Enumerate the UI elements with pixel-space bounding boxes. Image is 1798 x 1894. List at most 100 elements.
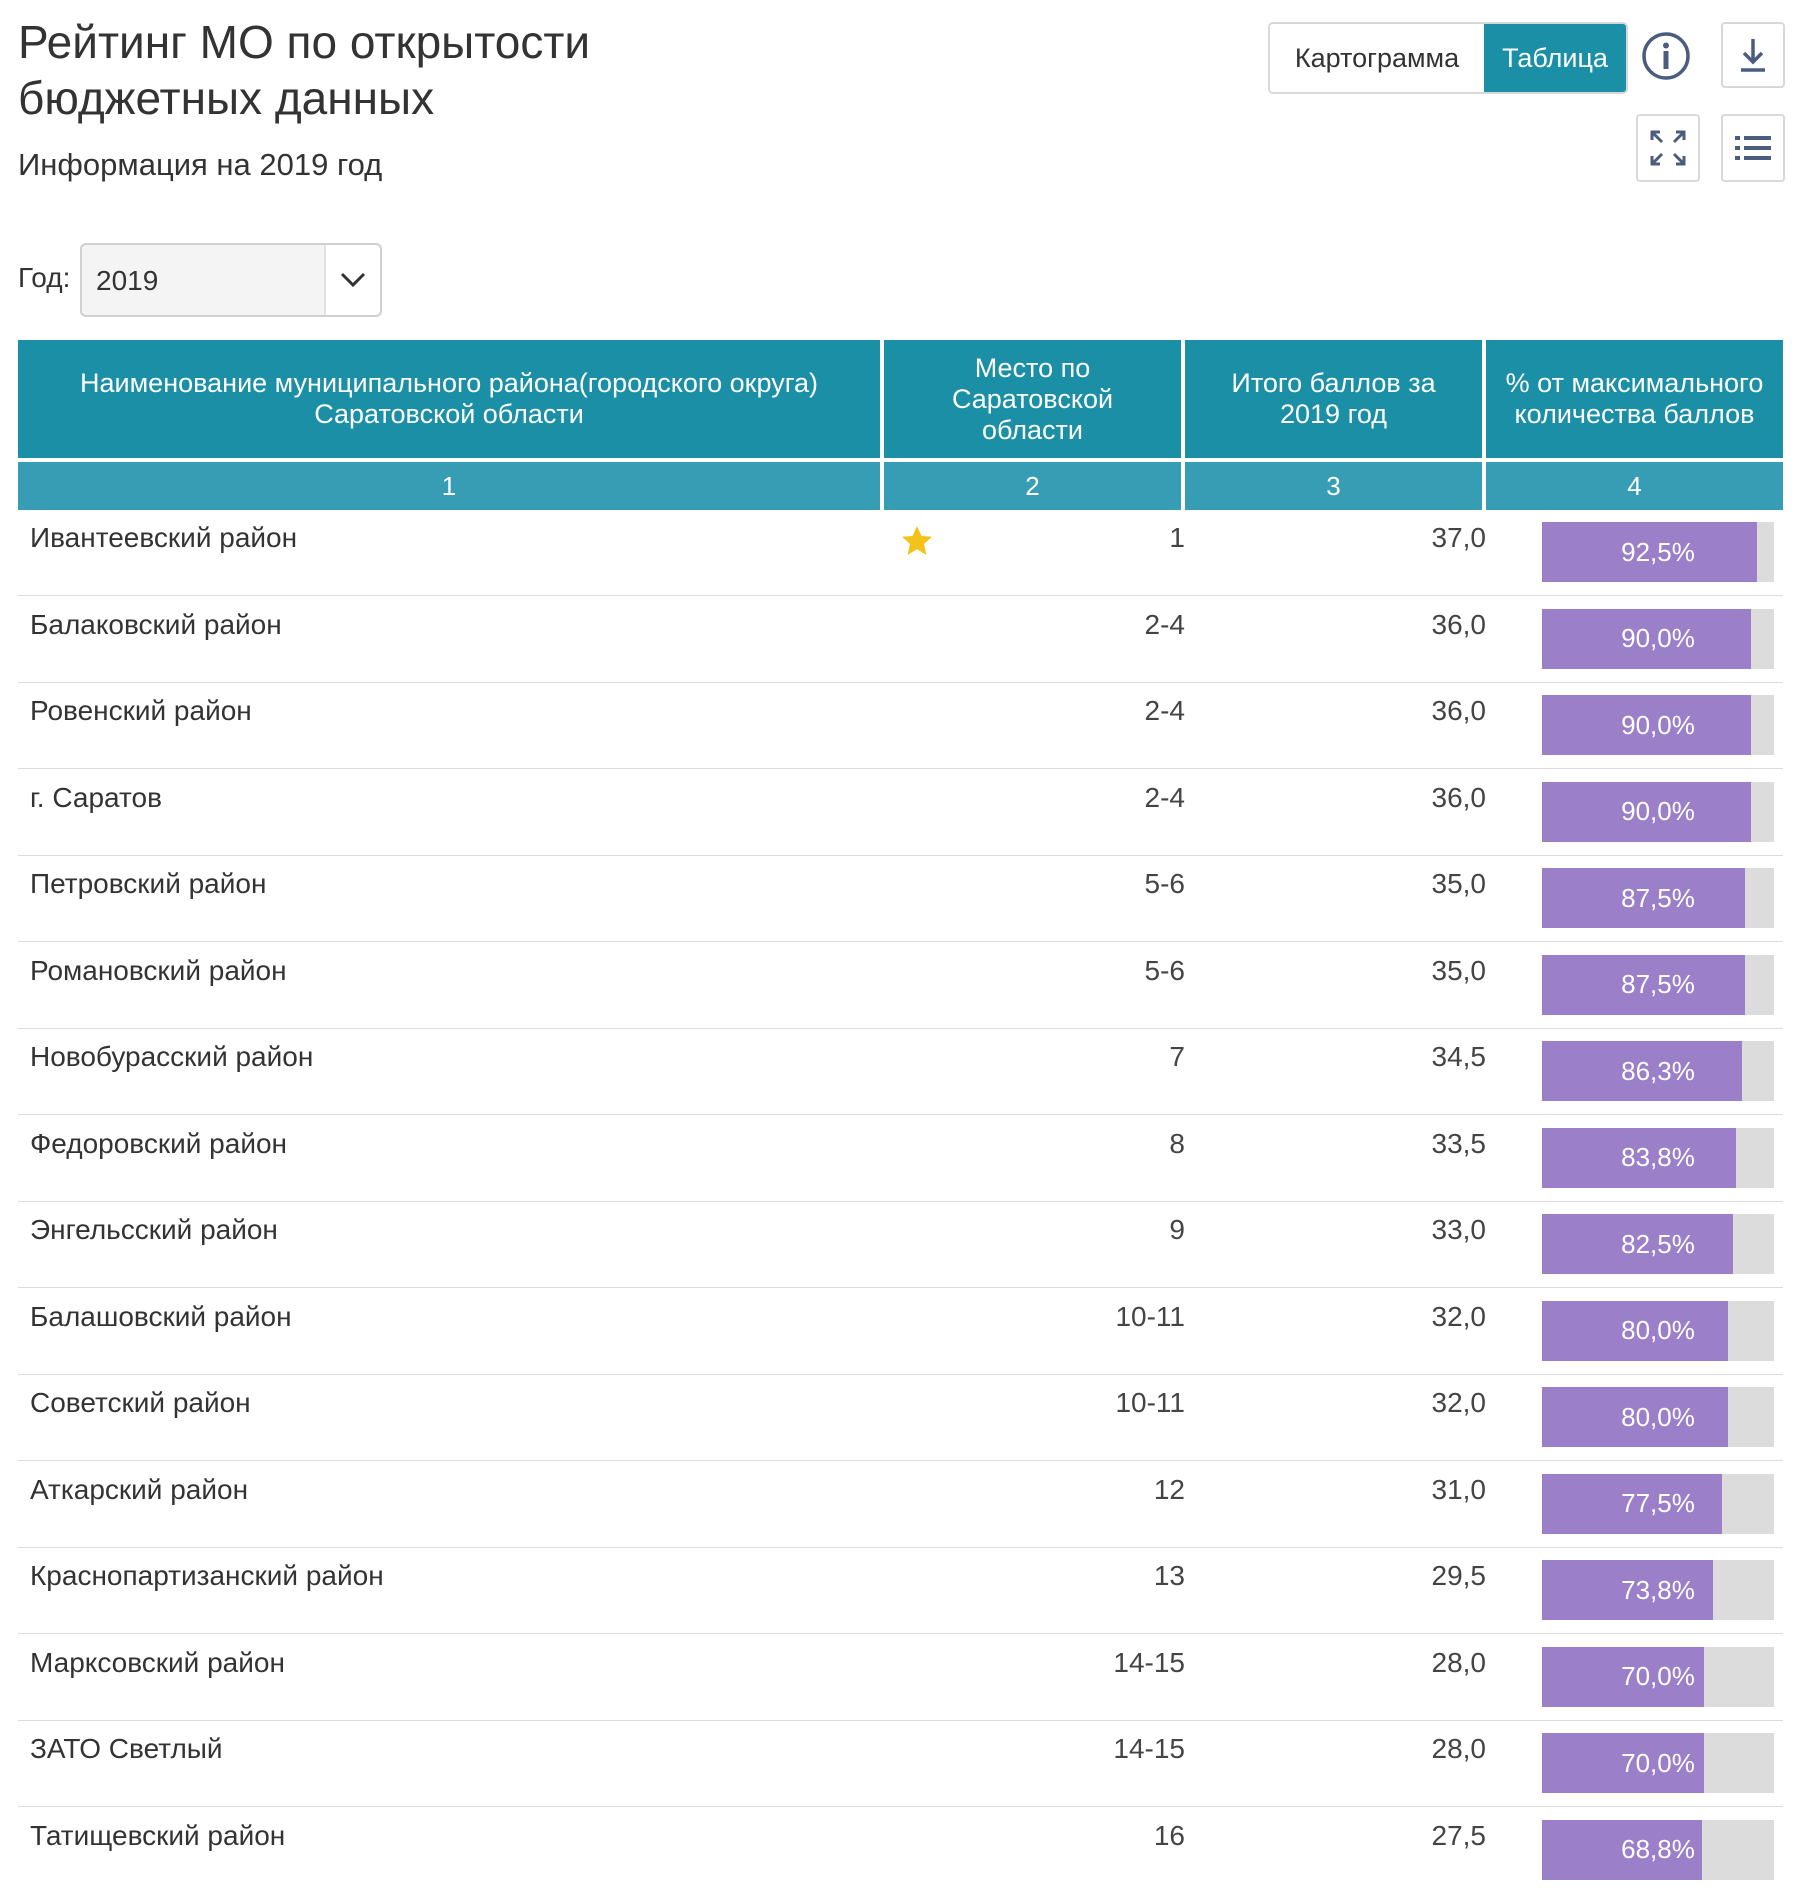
percent-bar: 87,5% — [1542, 954, 1774, 1015]
table-row[interactable]: Ровенский район 2-4 36,0 90,0% — [18, 683, 1783, 769]
rank-value: 14-15 — [1113, 1733, 1185, 1764]
percent-bar-fill — [1542, 608, 1751, 669]
percent-bar-fill — [1542, 1127, 1737, 1188]
rank-value: 1 — [1169, 522, 1185, 553]
table-row[interactable]: Романовский район 5-6 35,0 87,5% — [18, 943, 1783, 1029]
percent-bar: 82,5% — [1542, 1214, 1774, 1274]
percent-bar: 90,0% — [1542, 695, 1774, 755]
percent-bar-fill — [1542, 954, 1745, 1015]
percent-value: 90,0% — [1621, 623, 1695, 653]
rank-value: 2-4 — [1144, 781, 1185, 813]
percent-value: 82,5% — [1621, 1228, 1695, 1259]
percent-bar: 86,3% — [1542, 1041, 1774, 1101]
score-value: 35,0 — [1431, 868, 1487, 899]
percent-value: 77,5% — [1621, 1488, 1695, 1518]
menu-button[interactable] — [1721, 114, 1785, 182]
score-value: 33,5 — [1431, 1127, 1487, 1159]
rank-value: 14-15 — [1113, 1646, 1185, 1678]
column-header-percent[interactable]: % от максимального количества баллов — [1486, 340, 1783, 458]
percent-value: 83,8% — [1621, 1142, 1695, 1172]
percent-value: 80,0% — [1621, 1315, 1695, 1345]
column-header-rank[interactable]: Место по Саратовской области — [884, 340, 1181, 458]
district-name: Энгельсский район — [30, 1214, 278, 1245]
district-name: Петровский район — [30, 868, 267, 899]
page-subtitle: Информация на 2019 год — [18, 147, 383, 182]
percent-value: 87,5% — [1621, 969, 1695, 999]
percent-bar: 80,0% — [1542, 1387, 1774, 1447]
percent-bar: 83,8% — [1542, 1127, 1774, 1188]
percent-bar: 80,0% — [1542, 1300, 1774, 1361]
score-value: 29,5 — [1431, 1560, 1487, 1591]
rank-value: 13 — [1153, 1560, 1185, 1591]
table-row[interactable]: Краснопартизанский район 13 29,5 73,8% — [18, 1548, 1783, 1634]
rank-value: 10-11 — [1115, 1300, 1185, 1332]
district-name: Марксовский район — [30, 1646, 285, 1678]
rank-value: 16 — [1153, 1819, 1185, 1851]
menu-icon — [1735, 136, 1771, 160]
download-button[interactable] — [1721, 22, 1785, 88]
table-row[interactable]: Новобурасский район 7 34,5 86,3% — [18, 1029, 1783, 1115]
column-header-name[interactable]: Наименование муниципального района(город… — [18, 340, 880, 458]
rank-value: 2-4 — [1144, 608, 1185, 640]
percent-value: 92,5% — [1621, 536, 1695, 567]
chevron-down-icon[interactable] — [324, 245, 380, 315]
percent-value: 90,0% — [1621, 709, 1695, 740]
map-view-button[interactable]: Картограмма — [1270, 24, 1484, 92]
star-icon — [902, 526, 932, 555]
table-row[interactable]: Ивантеевский район 1 37,0 92,5% — [18, 510, 1783, 596]
table-row[interactable]: Федоровский район 8 33,5 83,8% — [18, 1116, 1783, 1202]
view-toggle: Картограмма Таблица — [1268, 22, 1628, 94]
table-row[interactable]: Марксовский район 14-15 28,0 70,0% — [18, 1635, 1783, 1721]
year-select[interactable]: 2019 — [80, 243, 382, 317]
column-number-3: 3 — [1185, 462, 1482, 510]
rank-value: 12 — [1153, 1473, 1185, 1505]
percent-value: 80,0% — [1621, 1401, 1695, 1432]
district-name: Советский район — [30, 1387, 251, 1418]
table-row[interactable]: г. Саратов 2-4 36,0 90,0% — [18, 770, 1783, 856]
fullscreen-button[interactable] — [1636, 114, 1700, 182]
percent-bar-fill — [1542, 1214, 1734, 1274]
district-name: Ровенский район — [30, 695, 252, 726]
district-name: Романовский район — [30, 954, 287, 986]
column-header-score[interactable]: Итого баллов за 2019 год — [1185, 340, 1482, 458]
table-row[interactable]: Балаковский район 2-4 36,0 90,0% — [18, 597, 1783, 683]
table-view-button[interactable]: Таблица — [1484, 24, 1626, 92]
district-name: Федоровский район — [30, 1127, 287, 1159]
score-value: 36,0 — [1431, 695, 1487, 726]
percent-bar-fill — [1542, 522, 1757, 582]
district-name: Краснопартизанский район — [30, 1560, 384, 1591]
score-value: 28,0 — [1431, 1646, 1487, 1678]
district-name: Новобурасский район — [30, 1041, 314, 1072]
table-row[interactable]: Петровский район 5-6 35,0 87,5% — [18, 856, 1783, 942]
info-icon[interactable] — [1640, 30, 1692, 82]
percent-bar-fill — [1542, 868, 1745, 928]
percent-value: 68,8% — [1621, 1834, 1695, 1864]
table-row[interactable]: Балашовский район 10-11 32,0 80,0% — [18, 1289, 1783, 1375]
score-value: 36,0 — [1431, 781, 1487, 813]
percent-bar-fill — [1542, 695, 1751, 755]
district-name: г. Саратов — [30, 781, 162, 813]
rank-value: 5-6 — [1144, 954, 1185, 986]
percent-value: 87,5% — [1621, 882, 1695, 913]
title-line-1: Рейтинг МО по открытости — [18, 16, 591, 68]
table-row[interactable]: Татищевский район 16 27,5 68,8% — [18, 1808, 1783, 1894]
table-row[interactable]: Советский район 10-11 32,0 80,0% — [18, 1375, 1783, 1461]
table-row[interactable]: ЗАТО Светлый 14-15 28,0 70,0% — [18, 1721, 1783, 1807]
score-value: 34,5 — [1431, 1041, 1487, 1072]
percent-value: 70,0% — [1621, 1747, 1695, 1778]
district-name: Балашовский район — [30, 1300, 292, 1332]
percent-bar: 68,8% — [1542, 1819, 1774, 1880]
percent-bar-fill — [1542, 1819, 1702, 1880]
district-name: ЗАТО Светлый — [30, 1733, 223, 1764]
table-row[interactable]: Аткарский район 12 31,0 77,5% — [18, 1462, 1783, 1548]
district-name: Балаковский район — [30, 608, 282, 640]
year-label: Год: — [18, 262, 71, 293]
rank-value: 8 — [1169, 1127, 1185, 1159]
percent-bar-fill — [1542, 1733, 1705, 1793]
percent-value: 70,0% — [1621, 1661, 1695, 1691]
score-value: 31,0 — [1431, 1473, 1487, 1505]
percent-bar-fill — [1542, 1041, 1743, 1101]
table-row[interactable]: Энгельсский район 9 33,0 82,5% — [18, 1202, 1783, 1288]
score-value: 33,0 — [1431, 1214, 1487, 1245]
score-value: 35,0 — [1431, 954, 1487, 986]
